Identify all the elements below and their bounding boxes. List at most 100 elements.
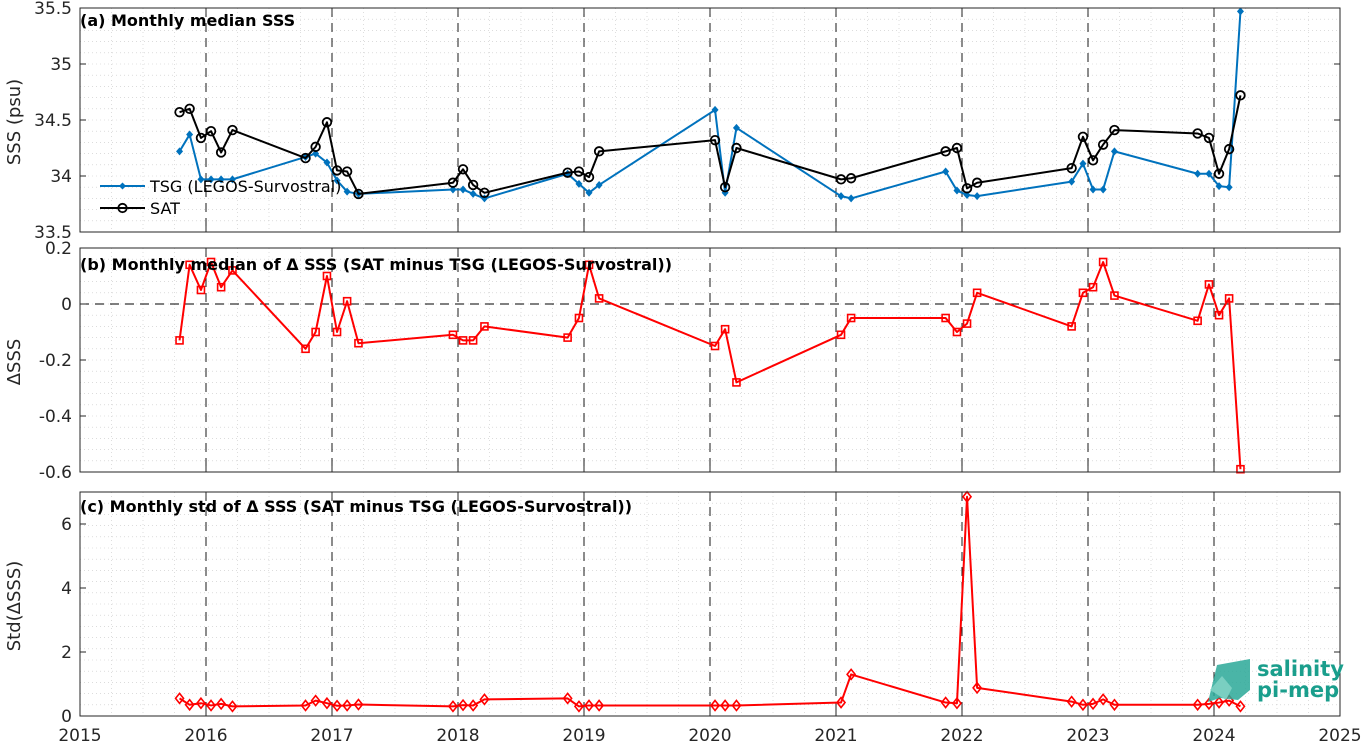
data-point [321, 696, 332, 710]
panel-b-delta-sss: -0.6 -0.4 -0.2 0 0.2 [39, 239, 1341, 483]
data-point [343, 187, 351, 196]
data-point [846, 668, 857, 681]
legend-marker-sat [117, 202, 128, 214]
data-point [333, 176, 341, 185]
data-point [1235, 90, 1246, 101]
data-point [206, 699, 217, 712]
data-point [480, 322, 489, 331]
panel-b-ylabel: ΔSSS [4, 339, 25, 386]
data-point [479, 693, 490, 706]
data-point [562, 167, 573, 178]
y-tick-label: 33.5 [34, 223, 72, 243]
x-axis-ticks: 2015 2016 2017 2018 2019 2020 2021 2022 2023 2024… [58, 726, 1361, 745]
x-tick-label: 2025 [1318, 726, 1361, 745]
data-point [573, 166, 585, 177]
axes-frame [79, 491, 1341, 717]
data-point [836, 696, 847, 709]
data-point [1203, 697, 1214, 711]
x-tick-label: 2023 [1066, 726, 1109, 745]
data-point [1078, 288, 1088, 298]
data-point [175, 336, 184, 345]
data-point [197, 175, 205, 184]
data-point [575, 179, 583, 188]
x-tick-label: 2016 [184, 726, 227, 745]
y-tick-label: 35.5 [34, 0, 72, 19]
data-point [1213, 168, 1225, 179]
data-point [845, 173, 857, 184]
data-point [1223, 143, 1235, 155]
data-point [731, 699, 742, 712]
data-point [562, 692, 573, 705]
data-point [468, 699, 479, 712]
data-point [174, 106, 185, 118]
data-point [940, 146, 951, 157]
y-tick-label: -0.4 [39, 407, 72, 427]
panel-a-title: (a) Monthly median SSS [80, 11, 295, 30]
data-point [216, 282, 226, 292]
data-point [953, 186, 961, 195]
legend-label-tsg: TSG (LEGOS-Survostral) [149, 177, 341, 196]
data-point [311, 327, 320, 337]
data-point [215, 147, 227, 158]
data-point [719, 181, 731, 193]
data-point [594, 699, 605, 712]
data-point [227, 124, 238, 136]
data-point [196, 285, 206, 295]
data-point [342, 699, 353, 712]
data-point [961, 183, 973, 194]
data-point [1235, 700, 1246, 713]
panel-a-ylabel: SSS (psu) [4, 79, 25, 165]
data-point [847, 194, 855, 203]
data-point [341, 166, 353, 177]
y-tick-label: 0 [61, 295, 72, 315]
data-point [972, 288, 982, 298]
data-point [962, 490, 973, 504]
y-tick-label: 0 [61, 707, 72, 727]
data-point [594, 294, 604, 303]
data-point [584, 260, 594, 270]
data-point [563, 333, 572, 342]
data-point [207, 175, 215, 184]
data-point [940, 696, 951, 709]
x-tick-label: 2024 [1192, 726, 1235, 745]
data-point [469, 189, 477, 198]
y-tick-label: 0.2 [45, 239, 72, 259]
y-tick-label: 4 [61, 579, 72, 599]
data-point [216, 697, 227, 711]
data-point [1214, 696, 1225, 709]
data-point [1236, 464, 1245, 474]
data-point [1109, 124, 1120, 136]
data-point [195, 696, 206, 710]
data-point [951, 142, 963, 154]
data-point [710, 699, 721, 712]
data-point [300, 699, 311, 712]
data-point [732, 378, 741, 387]
data-point [184, 103, 195, 115]
x-tick-label: 2020 [688, 726, 731, 745]
logo-text-line2: pi-mep [1257, 678, 1339, 702]
x-tick-label: 2021 [814, 726, 857, 745]
panel-c-std-delta-sss: 0 2 4 6 [61, 490, 1341, 727]
data-point [447, 177, 459, 188]
legend: TSG (LEGOS-Survostral) SAT [100, 177, 341, 218]
data-point [353, 698, 364, 711]
data-point [195, 132, 207, 144]
data-point [941, 313, 950, 323]
data-point [846, 313, 856, 323]
data-point [1205, 169, 1213, 178]
data-point [593, 146, 605, 157]
salinity-pi-mep-logo: salinity pi-mep [1208, 657, 1344, 702]
data-point [836, 330, 846, 340]
y-tick-label: -0.2 [39, 351, 72, 371]
data-point [206, 257, 216, 267]
data-point [1066, 695, 1077, 708]
data-point [228, 266, 237, 275]
data-point [574, 313, 584, 323]
panel-c-title: (c) Monthly std of Δ SSS (SAT minus TSG … [80, 497, 632, 516]
data-point [186, 130, 194, 139]
data-point [1204, 280, 1214, 289]
x-tick-label: 2019 [562, 726, 605, 745]
data-point [332, 699, 343, 713]
data-point [342, 296, 352, 306]
data-point [300, 152, 311, 164]
